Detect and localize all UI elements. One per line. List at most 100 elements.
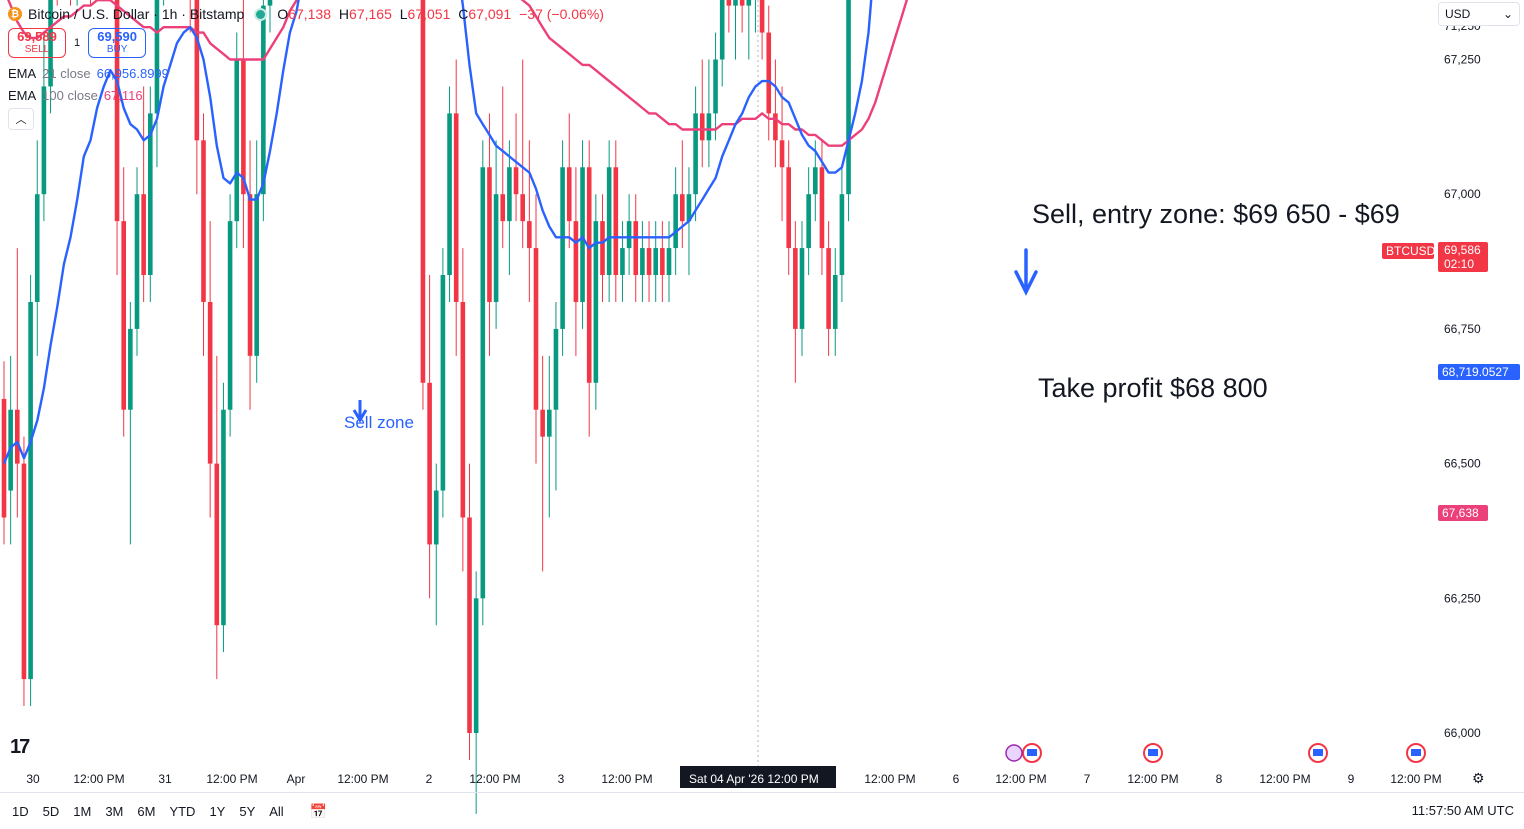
candle-body	[15, 409, 20, 464]
candle-body	[673, 194, 678, 249]
ema21-line	[2, 0, 873, 465]
candle-body	[487, 167, 492, 302]
candle-body	[580, 167, 585, 302]
candle-body	[766, 32, 772, 114]
candle-body	[680, 194, 685, 222]
candle-body	[826, 248, 831, 329]
range-3m[interactable]: 3M	[105, 803, 124, 819]
time-tick-label: 7	[1084, 772, 1091, 786]
range-all[interactable]: All	[269, 803, 284, 819]
last-price-label: 69,586	[1444, 243, 1481, 257]
candle-body	[660, 248, 665, 276]
time-tick-label: 12:00 PM	[601, 772, 652, 786]
time-tick-label: Apr	[287, 772, 306, 786]
indicator-ema21[interactable]: EMA 21 close 66,956.8999	[8, 65, 169, 81]
candle-body	[41, 86, 47, 195]
candle-body	[640, 248, 645, 276]
candle-body	[154, 0, 160, 114]
candle-body	[513, 167, 519, 195]
candle-body	[560, 167, 565, 329]
candle-body	[653, 248, 658, 276]
range-5d[interactable]: 5D	[42, 803, 60, 819]
time-tick-label: 12:00 PM	[864, 772, 915, 786]
candle-body	[773, 113, 778, 141]
ema21-price-tag: 68,719.0527	[1442, 365, 1509, 379]
price-tick-label: 67,000	[1444, 187, 1481, 201]
symbol-title[interactable]: Bitcoin / U.S. Dollar · 1h · Bitstamp	[28, 6, 245, 22]
candle-body	[227, 221, 233, 410]
candle-body	[48, 0, 53, 87]
range-ytd[interactable]: YTD	[169, 803, 196, 819]
candle-body	[666, 248, 672, 276]
candle-body	[813, 167, 818, 195]
candle-body	[646, 248, 652, 276]
bitcoin-icon: ₿	[8, 7, 22, 21]
candle-body	[493, 194, 499, 302]
symbol-header: ₿ Bitcoin / U.S. Dollar · 1h · Bitstamp …	[8, 4, 608, 24]
range-1y[interactable]: 1Y	[209, 803, 226, 819]
time-tick-label: 2	[426, 772, 433, 786]
candle-body	[779, 140, 785, 168]
ema100-line	[7, 0, 909, 147]
time-tick-label: 12:00 PM	[1390, 772, 1441, 786]
price-axis	[1436, 28, 1524, 768]
candle-body	[846, 0, 851, 195]
candle-body	[553, 328, 559, 410]
candle-body	[693, 113, 698, 195]
candle-body	[759, 0, 765, 33]
currency-select[interactable]: USD ⌄	[1438, 2, 1520, 26]
candle-body	[620, 248, 625, 276]
candle-body	[547, 409, 552, 437]
candle-body	[500, 194, 506, 222]
down-arrow-icon	[1014, 248, 1038, 296]
ohlc-values: O67,138 H67,165 L67,051 C67,091 −37 (−0.…	[277, 6, 604, 22]
candle-body	[806, 194, 811, 249]
candle-body	[247, 194, 253, 356]
candle-body	[699, 113, 705, 141]
flag-icon	[1313, 749, 1323, 756]
range-1d[interactable]: 1D	[12, 803, 29, 819]
candle-body	[586, 167, 592, 383]
candle-body	[480, 167, 486, 599]
candle-body	[1, 398, 7, 518]
flag-icon	[1027, 749, 1037, 756]
ema100-price-tag-bg	[1438, 505, 1488, 521]
candle-body	[706, 113, 712, 141]
trade-panel: 69,589 SELL 1 69,590 BUY	[8, 28, 608, 58]
time-tick-label: 31	[158, 772, 172, 786]
candle-body	[520, 194, 525, 222]
settings-gear-icon[interactable]: ⚙	[1472, 770, 1485, 786]
sell-button[interactable]: 69,589 SELL	[8, 28, 66, 58]
time-tick-label: 12:00 PM	[469, 772, 520, 786]
time-tick-label: 12:00 PM	[1127, 772, 1178, 786]
candle-body	[420, 0, 426, 383]
indicator-ema100[interactable]: EMA 100 close 67,116	[8, 87, 143, 103]
candle-body	[739, 0, 745, 6]
candle-body	[600, 221, 605, 276]
flag-icon	[1148, 749, 1158, 756]
candle-body	[507, 167, 512, 222]
candle-body	[440, 275, 446, 491]
collapse-legend-button[interactable]: ︿	[8, 108, 34, 130]
buy-button[interactable]: 69,590 BUY	[88, 28, 147, 58]
ema100-price-tag: 67,638	[1442, 506, 1479, 520]
range-5y[interactable]: 5Y	[239, 803, 256, 819]
candle-body	[121, 221, 126, 410]
candle-body	[573, 221, 579, 302]
time-tick-label: 12:00 PM	[1259, 772, 1310, 786]
crosshair-time-bg	[680, 766, 836, 788]
range-buttons: 1D 5D 1M 3M 6M YTD 1Y 5Y All	[12, 804, 284, 819]
range-6m[interactable]: 6M	[137, 803, 156, 819]
candle-body	[606, 167, 612, 276]
time-tick-label: 12:00 PM	[995, 772, 1046, 786]
calendar-icon[interactable]: 📅	[309, 802, 328, 819]
range-1m[interactable]: 1M	[73, 803, 92, 819]
candle-body	[633, 221, 639, 276]
time-tick-label: 12:00 PM	[73, 772, 124, 786]
order-quantity[interactable]: 1	[74, 37, 81, 49]
candle-body	[254, 194, 259, 356]
time-tick-label: 12:00 PM	[206, 772, 257, 786]
candle-body	[21, 463, 27, 680]
time-tick-label: 30	[26, 772, 40, 786]
